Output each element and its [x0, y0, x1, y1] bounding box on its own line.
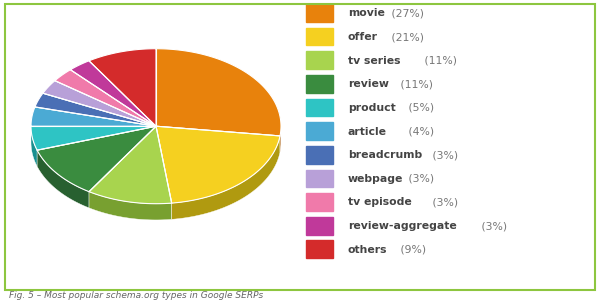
- Text: offer: offer: [348, 32, 378, 42]
- Text: webpage: webpage: [348, 174, 403, 184]
- Text: (4%): (4%): [404, 127, 434, 137]
- Text: product: product: [348, 103, 396, 113]
- Bar: [306, 99, 333, 116]
- Bar: [306, 122, 333, 140]
- Polygon shape: [156, 126, 280, 203]
- Text: (11%): (11%): [421, 56, 457, 66]
- Text: (5%): (5%): [404, 103, 434, 113]
- Polygon shape: [31, 107, 156, 126]
- Bar: [306, 170, 333, 187]
- Text: (27%): (27%): [389, 8, 425, 18]
- Text: tv series: tv series: [348, 56, 401, 66]
- Polygon shape: [89, 126, 172, 204]
- Polygon shape: [156, 49, 281, 136]
- Polygon shape: [31, 126, 37, 166]
- Text: (3%): (3%): [429, 150, 458, 160]
- Bar: [306, 4, 333, 22]
- Text: others: others: [348, 245, 388, 255]
- Bar: [306, 146, 333, 164]
- Text: (21%): (21%): [389, 32, 425, 42]
- Polygon shape: [37, 126, 156, 192]
- Polygon shape: [55, 70, 156, 126]
- Text: movie: movie: [348, 8, 385, 18]
- Text: review: review: [348, 79, 389, 89]
- Polygon shape: [35, 93, 156, 126]
- Text: breadcrumb: breadcrumb: [348, 150, 422, 160]
- Text: (11%): (11%): [397, 79, 433, 89]
- Polygon shape: [172, 136, 280, 219]
- Bar: [306, 75, 333, 93]
- Bar: [306, 240, 333, 258]
- Text: (3%): (3%): [429, 198, 458, 207]
- Text: Fig. 5 – Most popular schema.org types in Google SERPs: Fig. 5 – Most popular schema.org types i…: [9, 291, 263, 300]
- Bar: [306, 217, 333, 235]
- Text: tv episode: tv episode: [348, 198, 412, 207]
- Polygon shape: [37, 150, 89, 208]
- Polygon shape: [70, 61, 156, 126]
- Polygon shape: [43, 81, 156, 126]
- Bar: [306, 51, 333, 69]
- Bar: [306, 28, 333, 45]
- Polygon shape: [31, 126, 156, 150]
- Bar: [306, 193, 333, 211]
- Polygon shape: [89, 192, 172, 220]
- Text: (9%): (9%): [397, 245, 426, 255]
- Text: (3%): (3%): [404, 174, 434, 184]
- Text: article: article: [348, 127, 387, 137]
- Polygon shape: [280, 128, 281, 152]
- Text: review-aggregate: review-aggregate: [348, 221, 457, 231]
- Polygon shape: [89, 49, 156, 126]
- Text: (3%): (3%): [478, 221, 507, 231]
